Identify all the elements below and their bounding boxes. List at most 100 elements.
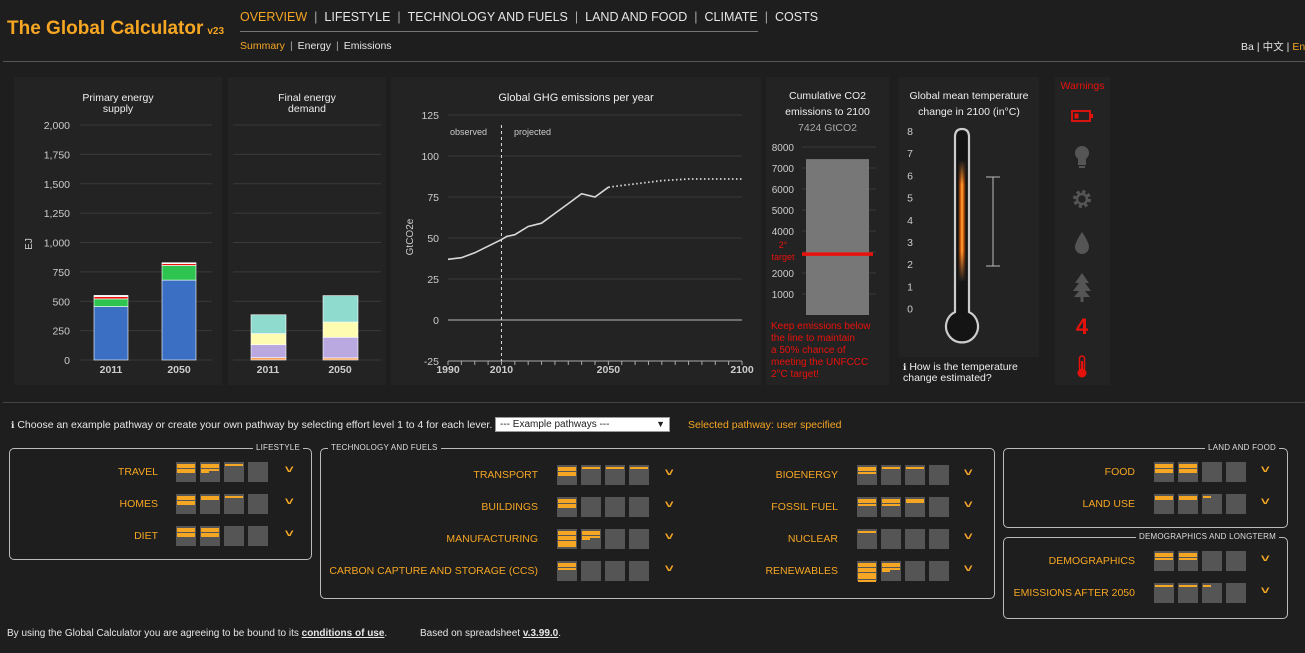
lever-diet-label[interactable]: DIET bbox=[134, 530, 158, 542]
level-4-box[interactable] bbox=[929, 497, 949, 517]
nav-climate[interactable]: CLIMATE bbox=[704, 10, 758, 24]
lever-fossil-fuel-label[interactable]: FOSSIL FUEL bbox=[771, 501, 838, 513]
chevron-down-icon[interactable]: ˅ bbox=[664, 531, 674, 543]
chevron-down-icon[interactable]: ˅ bbox=[963, 563, 973, 575]
nav-overview[interactable]: OVERVIEW bbox=[240, 10, 308, 24]
level-4-box[interactable] bbox=[929, 529, 949, 549]
spreadsheet-version-link[interactable]: v.3.99.0 bbox=[522, 628, 559, 639]
level-2-box[interactable] bbox=[1178, 462, 1198, 482]
lever-renewables-label[interactable]: RENEWABLES bbox=[765, 565, 838, 577]
level-2-box[interactable] bbox=[581, 497, 601, 517]
level-4-box[interactable] bbox=[248, 462, 268, 482]
lever-travel-label[interactable]: TRAVEL bbox=[117, 466, 158, 478]
subnav-emissions[interactable]: Emissions bbox=[343, 40, 392, 52]
level-1-box[interactable] bbox=[557, 529, 577, 549]
level-4-box[interactable] bbox=[1226, 551, 1246, 571]
level-3-box[interactable] bbox=[905, 465, 925, 485]
level-1-box[interactable] bbox=[1154, 494, 1174, 514]
level-3-box[interactable] bbox=[605, 529, 625, 549]
level-3-box[interactable] bbox=[1202, 494, 1222, 514]
level-4-box[interactable] bbox=[248, 526, 268, 546]
chevron-down-icon[interactable]: ˅ bbox=[1260, 496, 1270, 508]
level-3-box[interactable] bbox=[605, 465, 625, 485]
chevron-down-icon[interactable]: ˅ bbox=[664, 563, 674, 575]
level-2-box[interactable] bbox=[200, 462, 220, 482]
chevron-down-icon[interactable]: ˅ bbox=[664, 467, 674, 479]
level-4-box[interactable] bbox=[1226, 583, 1246, 603]
water-drop-icon[interactable] bbox=[1075, 232, 1089, 254]
level-1-box[interactable] bbox=[857, 465, 877, 485]
level-3-box[interactable] bbox=[1202, 462, 1222, 482]
level-1-box[interactable] bbox=[176, 462, 196, 482]
level-3-box[interactable] bbox=[224, 462, 244, 482]
level-1-box[interactable] bbox=[1154, 583, 1174, 603]
level-3-box[interactable] bbox=[605, 561, 625, 581]
lever-demographics-label[interactable]: DEMOGRAPHICS bbox=[1048, 555, 1135, 567]
level-2-box[interactable] bbox=[881, 561, 901, 581]
level-2-box[interactable] bbox=[881, 497, 901, 517]
lever-land-use-label[interactable]: LAND USE bbox=[1082, 498, 1135, 510]
level-2-box[interactable] bbox=[581, 465, 601, 485]
subnav-energy[interactable]: Energy bbox=[297, 40, 331, 52]
gear-icon[interactable] bbox=[1073, 190, 1091, 208]
level-2-box[interactable] bbox=[200, 494, 220, 514]
level-1-box[interactable] bbox=[176, 526, 196, 546]
level-1-box[interactable] bbox=[557, 497, 577, 517]
lightbulb-icon[interactable] bbox=[1075, 146, 1089, 168]
level-1-box[interactable] bbox=[857, 561, 877, 582]
chevron-down-icon[interactable]: ˅ bbox=[963, 467, 973, 479]
lever-buildings-label[interactable]: BUILDINGS bbox=[481, 501, 538, 513]
example-pathways-dropdown[interactable]: --- Example pathways --- ▼ bbox=[495, 417, 670, 432]
level-4-box[interactable] bbox=[629, 465, 649, 485]
level-1-box[interactable] bbox=[176, 494, 196, 514]
level-2-box[interactable] bbox=[581, 529, 601, 549]
level-2-box[interactable] bbox=[1178, 494, 1198, 514]
chevron-down-icon[interactable]: ˅ bbox=[1260, 585, 1270, 597]
chevron-down-icon[interactable]: ˅ bbox=[963, 531, 973, 543]
nav-costs[interactable]: COSTS bbox=[775, 10, 819, 24]
lever-bioenergy-label[interactable]: BIOENERGY bbox=[775, 469, 838, 481]
subnav-summary[interactable]: Summary bbox=[240, 40, 285, 52]
level-1-box[interactable] bbox=[857, 529, 877, 549]
lang-en[interactable]: En bbox=[1292, 41, 1305, 53]
level-4-box[interactable] bbox=[1226, 462, 1246, 482]
lang-ba[interactable]: Ba bbox=[1241, 41, 1254, 53]
lang-zh[interactable]: 中文 bbox=[1262, 41, 1284, 53]
lever-homes-label[interactable]: HOMES bbox=[119, 498, 158, 510]
level-3-box[interactable] bbox=[905, 561, 925, 581]
level-2-box[interactable] bbox=[1178, 583, 1198, 603]
lever-ccs-label[interactable]: CARBON CAPTURE AND STORAGE (CCS) bbox=[329, 565, 538, 577]
nav-land-food[interactable]: LAND AND FOOD bbox=[585, 10, 688, 24]
level-3-box[interactable] bbox=[224, 494, 244, 514]
nav-technology-fuels[interactable]: TECHNOLOGY AND FUELS bbox=[407, 10, 568, 24]
level-4-box[interactable] bbox=[629, 497, 649, 517]
level-4-box[interactable] bbox=[248, 494, 268, 514]
lever-emissions-after-2050-label[interactable]: EMISSIONS AFTER 2050 bbox=[1013, 587, 1135, 599]
level-4-box[interactable] bbox=[929, 465, 949, 485]
level-3-box[interactable] bbox=[605, 497, 625, 517]
level-1-box[interactable] bbox=[1154, 551, 1174, 571]
level-2-box[interactable] bbox=[200, 526, 220, 546]
lever-manufacturing-label[interactable]: MANUFACTURING bbox=[446, 533, 538, 545]
level-4-box[interactable] bbox=[929, 561, 949, 581]
app-title-text[interactable]: The Global Calculator bbox=[7, 18, 204, 39]
chevron-down-icon[interactable]: ˅ bbox=[963, 499, 973, 511]
chevron-down-icon[interactable]: ˅ bbox=[284, 464, 294, 476]
level-1-box[interactable] bbox=[557, 561, 577, 581]
how-temperature-line2[interactable]: change estimated? bbox=[903, 372, 992, 384]
nav-lifestyle[interactable]: LIFESTYLE bbox=[324, 10, 391, 24]
how-temperature-link[interactable]: ℹ︎ How is the temperature change estimat… bbox=[903, 362, 1033, 384]
level-3-box[interactable] bbox=[1202, 583, 1222, 603]
level-1-box[interactable] bbox=[557, 465, 577, 485]
lever-transport-label[interactable]: TRANSPORT bbox=[473, 469, 538, 481]
how-temperature-line1[interactable]: How is the temperature bbox=[909, 361, 1018, 373]
level-1-box[interactable] bbox=[857, 497, 877, 517]
level-4-box[interactable] bbox=[629, 529, 649, 549]
level-1-box[interactable] bbox=[1154, 462, 1174, 482]
level-4-box[interactable] bbox=[629, 561, 649, 581]
chevron-down-icon[interactable]: ˅ bbox=[1260, 553, 1270, 565]
chevron-down-icon[interactable]: ˅ bbox=[1260, 464, 1270, 476]
lever-food-label[interactable]: FOOD bbox=[1104, 466, 1135, 478]
tree-icon[interactable] bbox=[1073, 273, 1091, 302]
chevron-down-icon[interactable]: ˅ bbox=[284, 528, 294, 540]
